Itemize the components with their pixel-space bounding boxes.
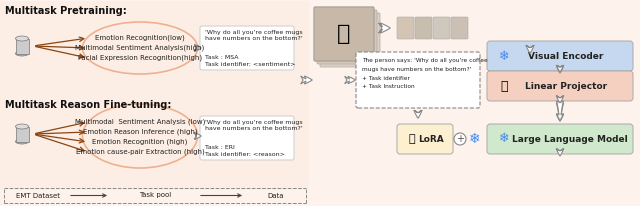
Text: ❄: ❄: [499, 132, 509, 145]
Text: Multitask Pretraining:: Multitask Pretraining:: [5, 6, 127, 16]
Ellipse shape: [15, 36, 29, 41]
FancyBboxPatch shape: [397, 17, 414, 39]
Text: mugs have numbers on the bottom?': mugs have numbers on the bottom?': [362, 67, 472, 72]
Text: Data: Data: [268, 192, 284, 199]
Text: Task : MSA: Task : MSA: [205, 55, 239, 60]
Text: Visual Encoder: Visual Encoder: [528, 52, 604, 61]
FancyBboxPatch shape: [433, 17, 450, 39]
FancyBboxPatch shape: [0, 1, 309, 190]
Text: Multitask Reason Fine-tuning:: Multitask Reason Fine-tuning:: [5, 100, 172, 110]
FancyBboxPatch shape: [397, 124, 453, 154]
Ellipse shape: [15, 124, 29, 129]
Text: Emotion Recognition (high): Emotion Recognition (high): [92, 139, 188, 145]
Text: ❄: ❄: [469, 132, 481, 146]
Text: ❄: ❄: [499, 49, 509, 62]
FancyBboxPatch shape: [487, 41, 633, 71]
FancyBboxPatch shape: [314, 7, 374, 61]
FancyBboxPatch shape: [200, 26, 294, 70]
Text: + Task identifier: + Task identifier: [362, 76, 410, 81]
Ellipse shape: [15, 51, 29, 56]
FancyBboxPatch shape: [451, 17, 468, 39]
Text: LoRA: LoRA: [418, 135, 444, 144]
Text: Emotion cause-pair Extraction (high): Emotion cause-pair Extraction (high): [76, 149, 204, 155]
Text: Task identifier: <sentiment>: Task identifier: <sentiment>: [205, 62, 296, 67]
Text: The person says: 'Why do all you're coffee: The person says: 'Why do all you're coff…: [362, 58, 488, 63]
FancyBboxPatch shape: [317, 10, 377, 64]
Text: Emotion Recognition(low): Emotion Recognition(low): [95, 35, 185, 41]
Text: EMT Dataset: EMT Dataset: [16, 192, 60, 199]
Circle shape: [454, 133, 466, 145]
Text: Task pool: Task pool: [139, 192, 171, 199]
Text: Linear Projector: Linear Projector: [525, 82, 607, 90]
Text: 🔥: 🔥: [409, 134, 415, 144]
Bar: [15, 126, 29, 142]
FancyBboxPatch shape: [200, 116, 294, 160]
Text: 🔥: 🔥: [500, 80, 508, 92]
Text: Facial Expression Recognition(high): Facial Expression Recognition(high): [78, 55, 202, 61]
FancyBboxPatch shape: [320, 13, 380, 67]
FancyBboxPatch shape: [487, 124, 633, 154]
Text: Multimodal Sentiment Analysis(high): Multimodal Sentiment Analysis(high): [76, 45, 205, 51]
Text: 🧑: 🧑: [337, 24, 351, 44]
Text: Multimodal  Sentiment Analysis (low): Multimodal Sentiment Analysis (low): [75, 119, 205, 125]
Text: Emotion Reason Inference (high): Emotion Reason Inference (high): [83, 129, 197, 135]
Bar: [15, 39, 29, 54]
Text: Task identifier: <reason>: Task identifier: <reason>: [205, 152, 285, 157]
FancyBboxPatch shape: [415, 17, 432, 39]
Text: +: +: [456, 134, 464, 144]
Text: Large Language Model: Large Language Model: [512, 135, 628, 144]
FancyBboxPatch shape: [487, 71, 633, 101]
Ellipse shape: [15, 139, 29, 144]
Text: + Task Instruction: + Task Instruction: [362, 84, 415, 89]
Text: Task : ERI: Task : ERI: [205, 145, 235, 150]
Text: 'Why do all you're coffee mugs
have numbers on the bottom?': 'Why do all you're coffee mugs have numb…: [205, 30, 303, 41]
FancyBboxPatch shape: [356, 52, 480, 108]
FancyBboxPatch shape: [314, 7, 374, 61]
Text: 'Why do all you're coffee mugs
have numbers on the bottom?': 'Why do all you're coffee mugs have numb…: [205, 120, 303, 131]
